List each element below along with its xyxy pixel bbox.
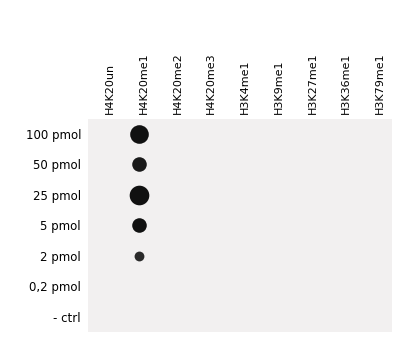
- Point: [136, 162, 142, 167]
- Point: [136, 192, 142, 198]
- Point: [136, 253, 142, 259]
- Point: [136, 131, 142, 137]
- Point: [136, 223, 142, 228]
